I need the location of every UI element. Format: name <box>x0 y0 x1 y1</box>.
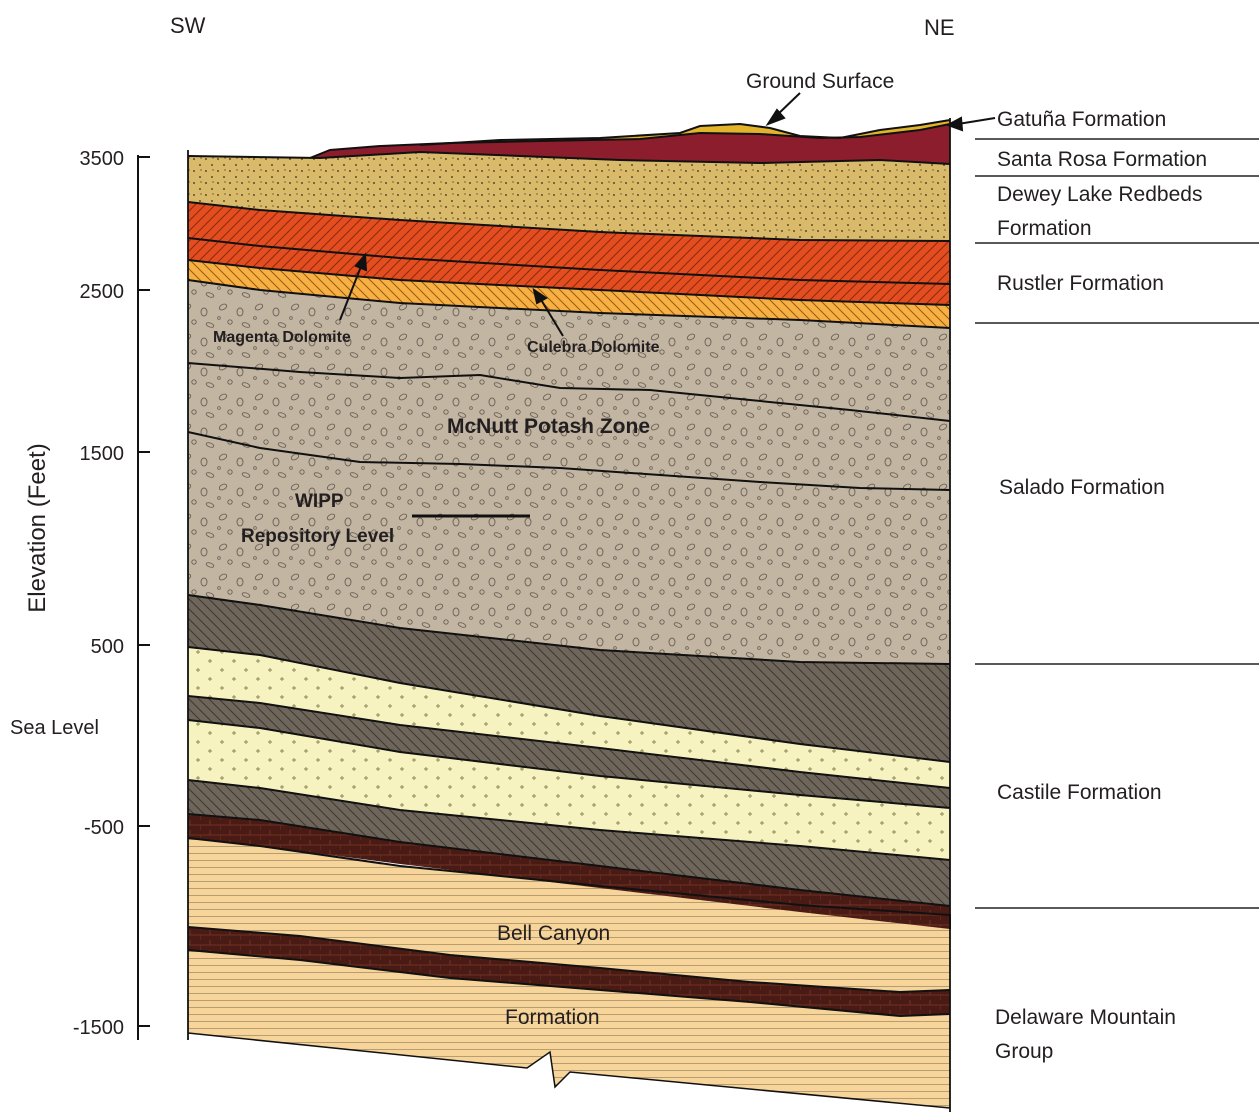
dewey-lake-layer <box>188 152 950 241</box>
gatuna-formation-label: Gatuña Formation <box>997 108 1166 131</box>
mcnutt-lower-line <box>187 431 951 491</box>
repository-level-label: Repository Level <box>241 526 394 547</box>
gatuna-arrow <box>957 117 996 125</box>
magenta-arrow <box>339 263 363 321</box>
rustler-red-lower <box>188 238 950 305</box>
wipp-label: WIPP <box>295 491 344 512</box>
culebra-layer <box>188 260 950 328</box>
gatuna-layer <box>420 120 950 145</box>
dewey-lake-label-line2: Formation <box>997 217 1092 240</box>
tick-label-3500: 3500 <box>80 148 125 170</box>
mcnutt-upper-line <box>187 362 951 422</box>
delaware-label-line1: Delaware Mountain <box>995 1006 1176 1029</box>
ground-surface-label: Ground Surface <box>746 70 894 93</box>
culebra-dolomite-label: Culebra Dolomite <box>527 339 660 356</box>
axis-label: Elevation (Feet) <box>24 443 51 612</box>
castile-cream-1 <box>188 647 950 788</box>
castile-gray-2 <box>188 696 950 808</box>
mcnutt-potash-label: McNutt Potash Zone <box>447 415 650 438</box>
bottom-break-line <box>187 1032 951 1109</box>
tick-label-2500: 2500 <box>80 281 125 303</box>
magenta-dolomite-label: Magenta Dolomite <box>213 329 351 346</box>
delaware-dark-band <box>188 927 950 1016</box>
rustler-formation-label: Rustler Formation <box>997 272 1164 295</box>
castile-gray-1 <box>188 595 950 762</box>
rustler-red-upper <box>188 202 950 284</box>
layers <box>188 120 950 1108</box>
elevation-axis <box>137 155 150 1040</box>
direction-ne: NE <box>924 15 955 40</box>
direction-sw: SW <box>170 13 206 38</box>
culebra-arrow <box>539 297 564 337</box>
tick-label-500: 500 <box>91 636 124 658</box>
callout-arrows <box>339 92 996 337</box>
dewey-lake-label-line1: Dewey Lake Redbeds <box>997 183 1202 206</box>
text-labels: SW NE Elevation (Feet) 3500 2500 1500 50… <box>10 13 1207 1063</box>
tick-label-minus-500: -500 <box>84 817 124 839</box>
sea-level-label: Sea Level <box>10 717 99 739</box>
castile-gray-3 <box>188 780 950 906</box>
boundary-lines <box>187 118 951 1112</box>
tick-label-1500: 1500 <box>80 443 125 465</box>
tick-label-minus-1500: -1500 <box>73 1017 124 1039</box>
salado-formation-label: Salado Formation <box>999 476 1165 499</box>
santa-rosa-formation-label: Santa Rosa Formation <box>997 148 1207 171</box>
castile-cream-2 <box>188 720 950 860</box>
delaware-label-line2: Group <box>995 1040 1053 1063</box>
castile-formation-label: Castile Formation <box>997 781 1162 804</box>
bell-canyon-label: Bell Canyon <box>497 922 610 945</box>
formation-label: Formation <box>505 1006 600 1029</box>
formation-dividers <box>975 138 1259 909</box>
